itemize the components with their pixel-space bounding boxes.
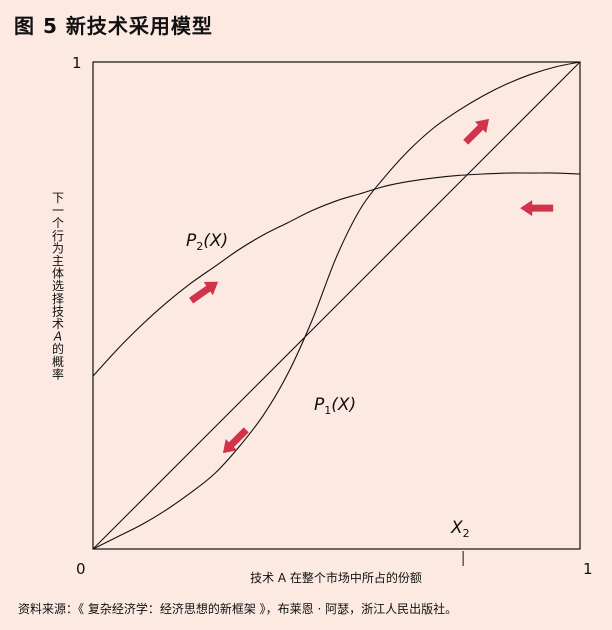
x-axis-label: 技术 A 在整个市场中所占的份额 <box>250 570 422 585</box>
y-axis-label: 下一个行为主体选择技术 A 的概率 <box>52 191 64 381</box>
arrow-upper-right <box>463 118 490 145</box>
arrow-left <box>520 200 554 217</box>
p1-curve-label: P1(X) <box>314 395 356 417</box>
curve-p2x <box>92 172 581 377</box>
arrow-p2-right <box>189 281 219 304</box>
y-tick-1: 1 <box>72 54 82 72</box>
curve-p1x <box>92 61 581 550</box>
source-note: 资料来源：《 复杂经济学：经济思想的新框架 》，布莱恩 · 阿瑟，浙江人民出版社… <box>18 602 458 616</box>
arrow-down-left <box>222 427 249 454</box>
figure-title: 图 5 新技术采用模型 <box>14 14 213 38</box>
x-tick-1: 1 <box>583 560 593 578</box>
plot-frame <box>92 61 581 550</box>
p2-curve-label: P2(X) <box>186 231 228 253</box>
x2-label: X2 <box>450 518 470 540</box>
diagonal-line <box>92 61 581 550</box>
x-tick-0: 0 <box>76 560 86 578</box>
